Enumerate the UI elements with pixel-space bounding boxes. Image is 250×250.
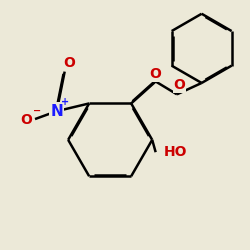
Text: O: O [150,67,162,81]
Text: O: O [20,113,32,127]
Text: HO: HO [164,145,187,159]
Text: N: N [50,104,63,119]
Text: O: O [64,56,76,70]
Text: O: O [174,78,185,92]
Text: −: − [33,106,41,116]
Text: +: + [61,97,69,107]
